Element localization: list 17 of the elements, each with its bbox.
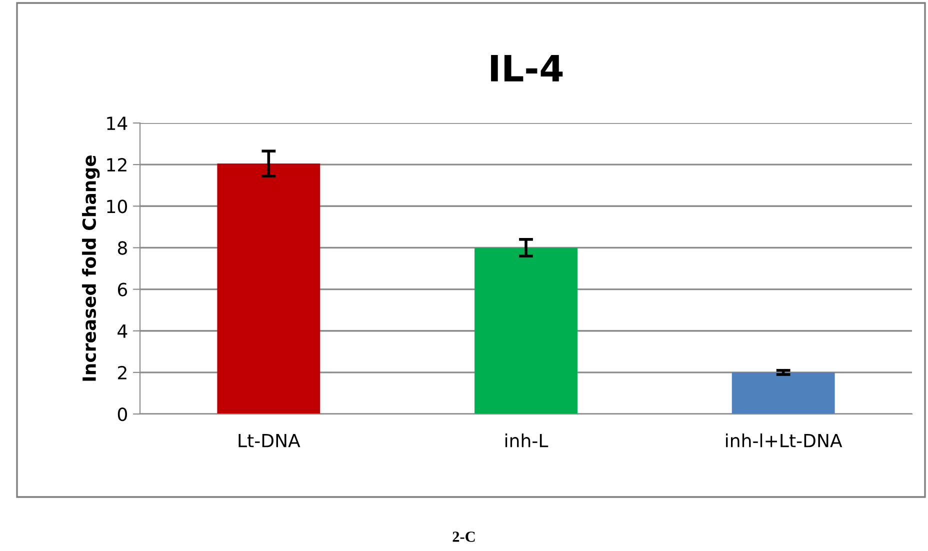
bar [732,372,835,414]
chart-title: IL-4 [491,55,563,82]
bar [217,164,320,414]
y-tick-label: 6 [118,282,128,296]
x-tick-label: inh-L [505,433,548,448]
y-tick-label: 10 [107,200,127,214]
y-axis-title: Increased fold Change [82,155,100,381]
y-tick-label: 8 [118,241,127,255]
y-tick-label: 0 [118,407,127,422]
y-tick-label: 2 [118,366,126,380]
x-tick-label: inh-l+Lt-DNA [726,433,842,448]
bar [474,248,578,414]
y-tick-label: 12 [107,158,126,172]
y-tick-label: 14 [107,116,128,130]
y-tick-label: 4 [118,324,128,338]
x-tick-label: Lt-DNA [238,434,300,448]
text: 2-C [452,532,475,542]
